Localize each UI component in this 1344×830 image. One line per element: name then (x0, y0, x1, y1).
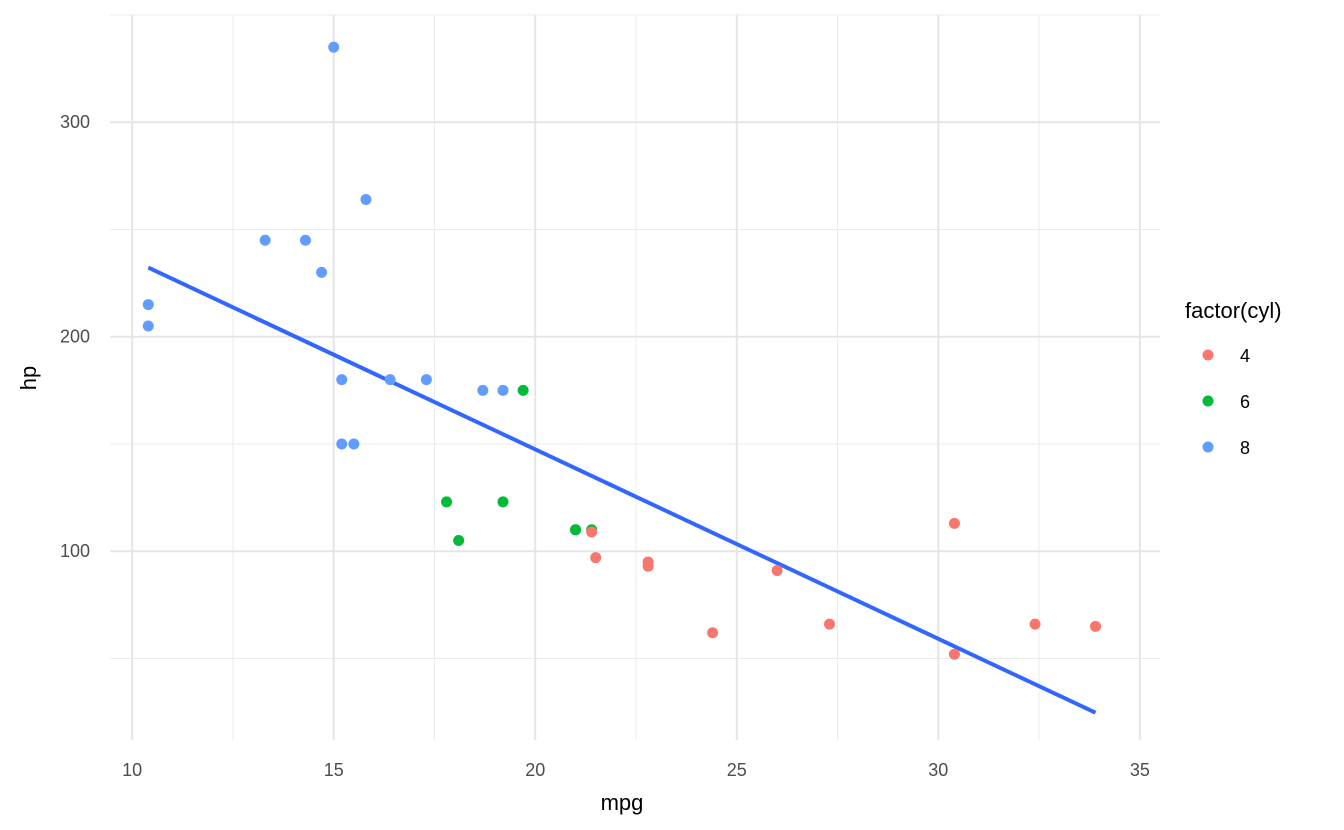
data-point-cyl-8 (384, 374, 396, 386)
x-tick-label: 25 (727, 760, 747, 780)
data-point-cyl-4 (771, 565, 783, 577)
grid (110, 14, 1160, 740)
data-point-cyl-4 (707, 627, 719, 639)
data-point-cyl-8 (299, 234, 311, 246)
data-point-cyl-4 (590, 552, 602, 564)
y-tick-label: 100 (60, 541, 90, 561)
y-tick-label: 200 (60, 327, 90, 347)
data-point-cyl-4 (948, 648, 960, 660)
legend-key-4 (1202, 349, 1214, 361)
data-point-cyl-8 (336, 438, 348, 450)
data-point-cyl-6 (453, 535, 465, 547)
y-tick-label: 300 (60, 112, 90, 132)
data-point-cyl-8 (142, 320, 154, 332)
x-tick-label: 35 (1130, 760, 1150, 780)
x-tick-label: 20 (525, 760, 545, 780)
data-point-cyl-8 (348, 438, 360, 450)
data-point-cyl-4 (586, 526, 598, 538)
x-tick-label: 30 (928, 760, 948, 780)
legend-label-8: 8 (1240, 438, 1250, 458)
legend-key-6 (1202, 395, 1214, 407)
legend-label-4: 4 (1240, 346, 1250, 366)
legend-title: factor(cyl) (1185, 298, 1282, 323)
data-point-cyl-6 (517, 384, 529, 396)
data-point-cyl-6 (441, 496, 453, 508)
x-tick-label: 10 (122, 760, 142, 780)
x-tick-label: 15 (324, 760, 344, 780)
data-point-cyl-8 (420, 374, 432, 386)
y-axis-title: hp (16, 366, 41, 390)
fit-line-group (147, 265, 1097, 715)
data-point-cyl-8 (336, 374, 348, 386)
data-point-cyl-4 (823, 618, 835, 630)
legend-key-8 (1202, 441, 1214, 453)
tick-labels: 10 15 20 25 30 35 100 200 300 (60, 112, 1150, 780)
data-point-cyl-4 (1090, 620, 1102, 632)
regression-line (147, 265, 1097, 715)
data-point-cyl-6 (497, 496, 509, 508)
data-point-cyl-8 (328, 41, 340, 53)
data-point-cyl-8 (259, 234, 271, 246)
data-point-cyl-8 (477, 384, 489, 396)
data-point-cyl-8 (497, 384, 509, 396)
legend-label-6: 6 (1240, 392, 1250, 412)
data-point-cyl-4 (642, 556, 654, 568)
data-point-cyl-8 (142, 299, 154, 311)
data-point-cyl-8 (360, 193, 372, 205)
legend: factor(cyl) 4 6 8 (1185, 298, 1282, 458)
points (142, 41, 1102, 660)
x-axis-title: mpg (601, 790, 644, 815)
data-point-cyl-4 (948, 517, 960, 529)
data-point-cyl-4 (1029, 618, 1041, 630)
data-point-cyl-8 (316, 266, 328, 278)
data-point-cyl-6 (570, 524, 582, 536)
